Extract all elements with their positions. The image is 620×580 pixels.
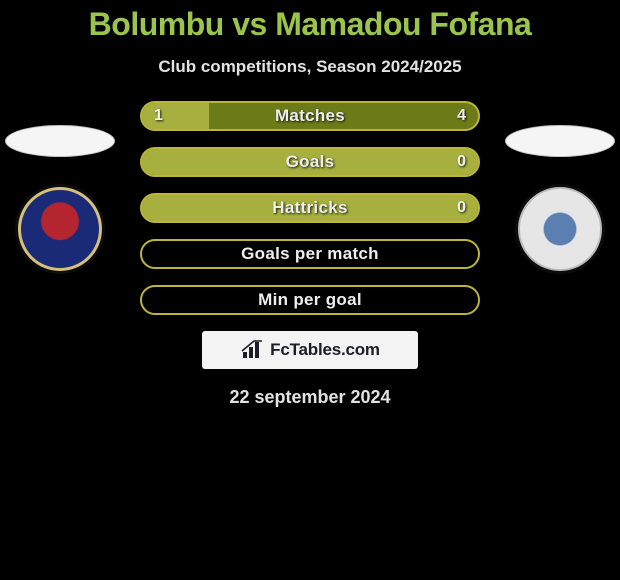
player-right-club-crest: [518, 187, 602, 271]
stat-value-right: 0: [457, 149, 466, 175]
bar-chart-icon: [240, 340, 264, 360]
player-right-column: [500, 101, 620, 281]
branding-badge[interactable]: FcTables.com: [202, 331, 418, 369]
player-left-club-crest: [18, 187, 102, 271]
stat-bar-hattricks: Hattricks 0: [140, 193, 480, 223]
stat-bar-min-per-goal: Min per goal: [140, 285, 480, 315]
stat-label: Goals: [142, 149, 478, 175]
stat-label: Goals per match: [142, 241, 478, 267]
comparison-card: Bolumbu vs Mamadou Fofana Club competiti…: [0, 0, 620, 580]
player-right-flag: [505, 125, 615, 157]
stat-label: Hattricks: [142, 195, 478, 221]
stat-bars: 1 Matches 4 Goals 0 Hattricks 0 Goals pe…: [140, 101, 480, 315]
stat-bar-matches: 1 Matches 4: [140, 101, 480, 131]
date-label: 22 september 2024: [0, 387, 620, 408]
stat-value-right: 0: [457, 195, 466, 221]
stat-value-right: 4: [457, 103, 466, 129]
subtitle: Club competitions, Season 2024/2025: [0, 57, 620, 77]
branding-label: FcTables.com: [270, 340, 380, 360]
stat-label: Min per goal: [142, 287, 478, 313]
stat-bar-goals-per-match: Goals per match: [140, 239, 480, 269]
content-row: 1 Matches 4 Goals 0 Hattricks 0 Goals pe…: [0, 101, 620, 471]
stat-bar-goals: Goals 0: [140, 147, 480, 177]
player-left-flag: [5, 125, 115, 157]
page-title: Bolumbu vs Mamadou Fofana: [0, 0, 620, 43]
stat-label: Matches: [142, 103, 478, 129]
player-left-column: [0, 101, 120, 281]
